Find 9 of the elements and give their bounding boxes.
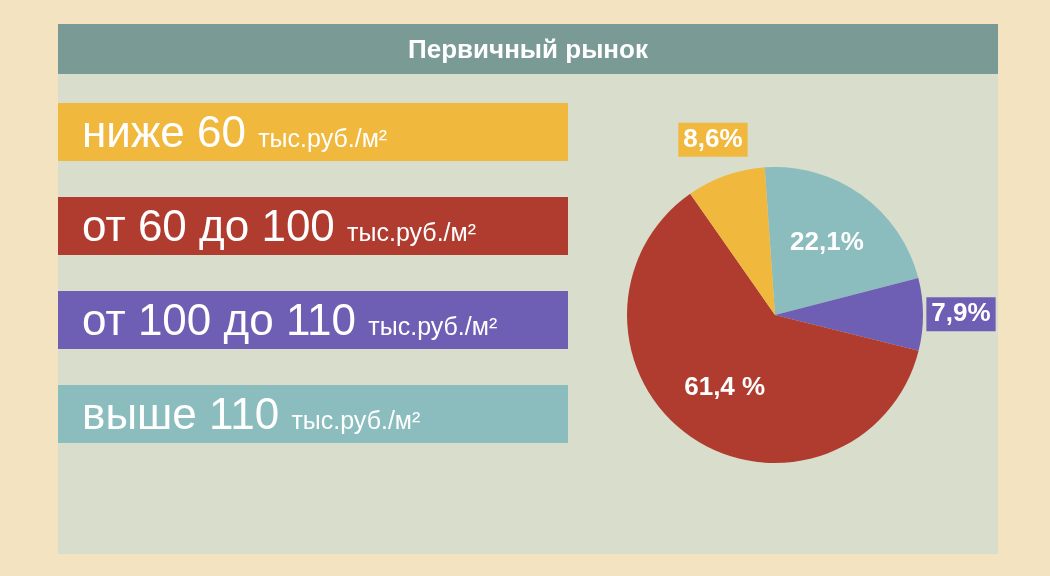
data-label: 7,9% bbox=[931, 297, 991, 328]
chart-title: Первичный рынок bbox=[58, 24, 998, 74]
legend-label: от 100 до 110 тыс.руб./м² bbox=[82, 294, 498, 346]
legend-label: выше 110 тыс.руб./м² bbox=[82, 388, 421, 440]
legend-label: ниже 60 тыс.руб./м² bbox=[82, 106, 388, 158]
legend-label: от 60 до 100 тыс.руб./м² bbox=[82, 200, 477, 252]
data-label: 22,1% bbox=[790, 226, 864, 257]
data-label: 61,4 % bbox=[684, 371, 766, 402]
data-label: 8,6% bbox=[683, 122, 743, 153]
